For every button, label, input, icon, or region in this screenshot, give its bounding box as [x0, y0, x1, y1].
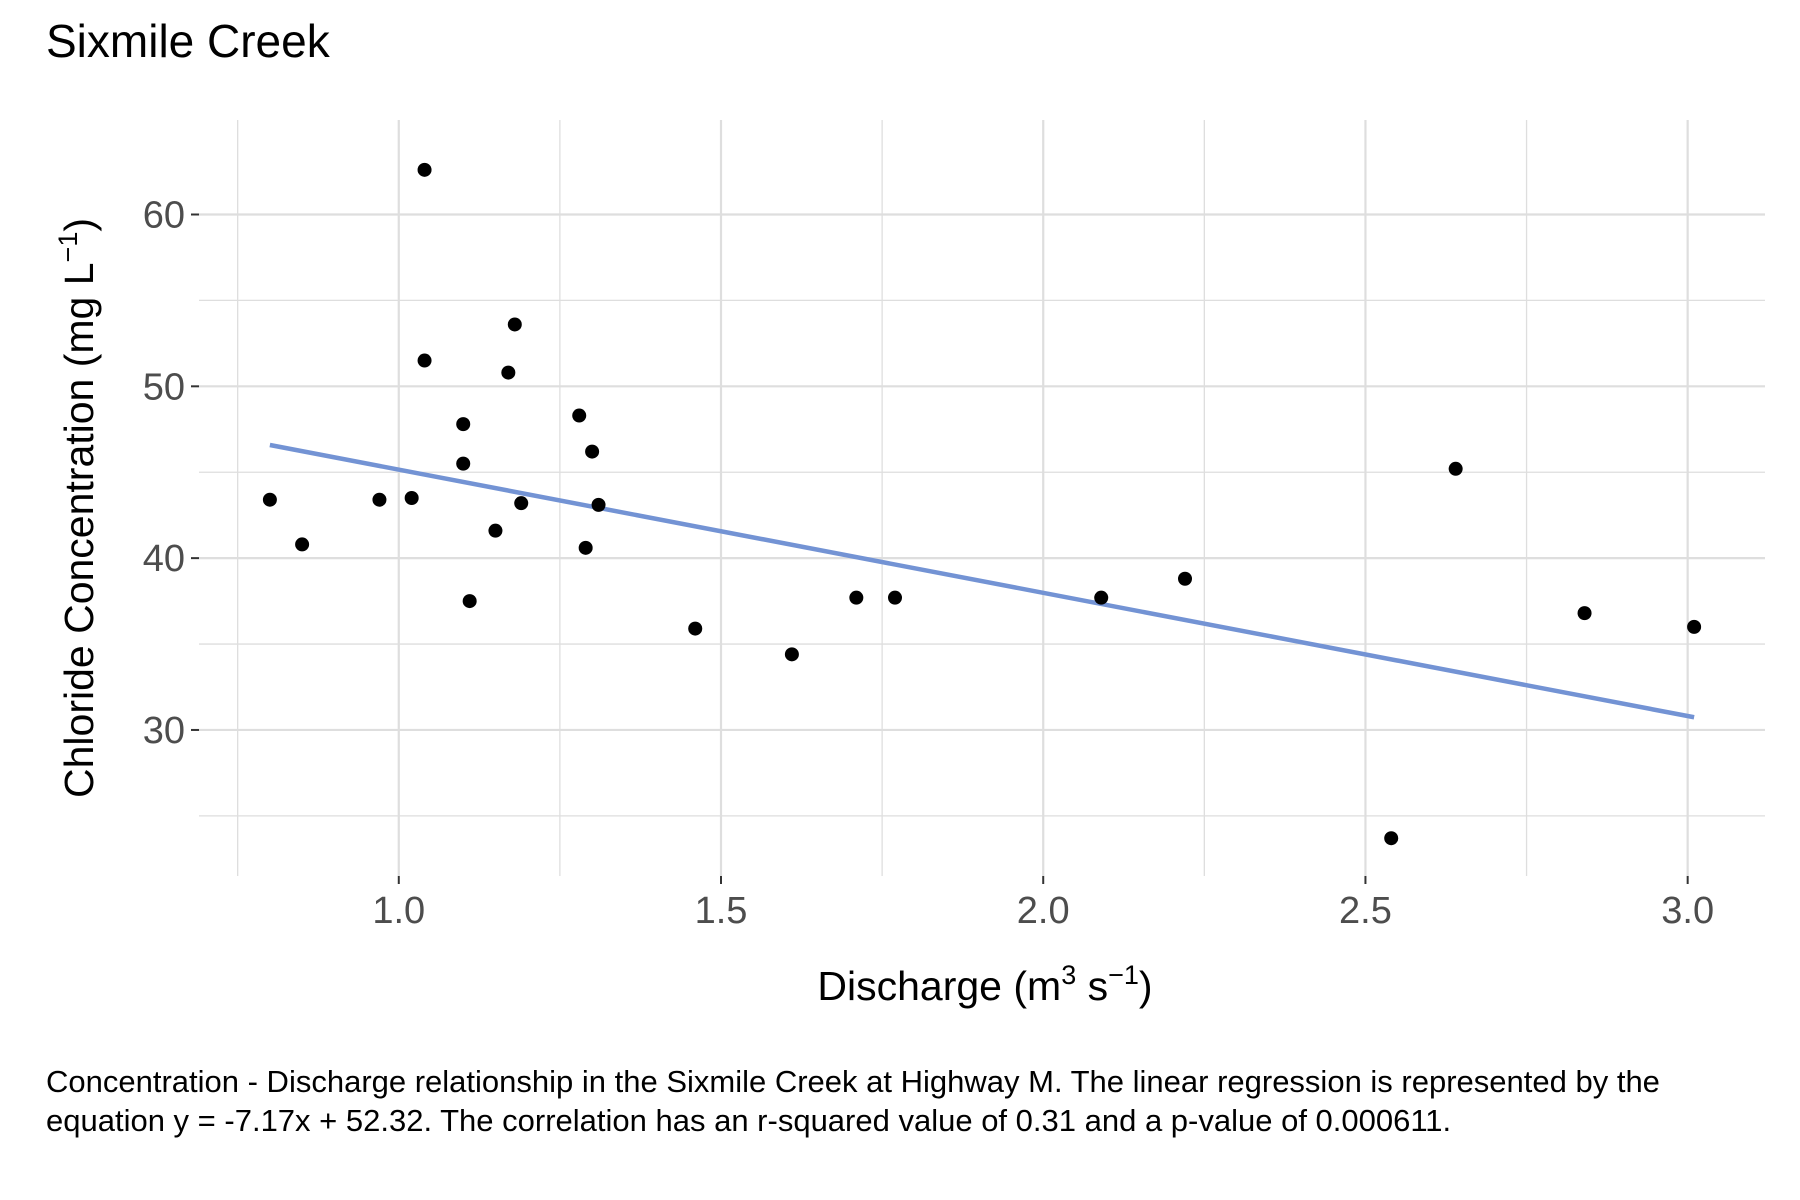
x-axis-title: Discharge (m3 s−1): [817, 960, 1152, 1009]
data-point: [784, 647, 799, 662]
data-point: [1384, 831, 1399, 846]
data-point: [572, 408, 587, 423]
data-point: [417, 162, 432, 177]
data-point: [295, 537, 310, 552]
y-axis-title: Chloride Concentration (mg L−1): [53, 218, 102, 798]
y-tick-label: 40: [143, 538, 185, 580]
data-point: [578, 540, 593, 555]
data-point: [591, 497, 606, 512]
data-point: [404, 491, 419, 505]
data-point: [456, 456, 471, 471]
points-layer: [262, 162, 1702, 846]
data-point: [514, 496, 529, 511]
x-tick-label: 2.0: [1017, 890, 1070, 932]
y-tick-label: 60: [143, 195, 185, 237]
data-point: [585, 444, 600, 459]
data-point: [888, 590, 902, 605]
grid-layer: [199, 120, 1765, 876]
data-point: [462, 594, 477, 609]
x-tick-label: 1.0: [372, 890, 425, 932]
data-point: [1448, 461, 1463, 476]
chart-title: Sixmile Creek: [46, 15, 330, 67]
x-tick-label: 3.0: [1661, 890, 1714, 932]
data-point: [1094, 590, 1109, 605]
regression-line: [269, 442, 1695, 720]
data-point: [262, 492, 277, 507]
data-point: [372, 492, 387, 507]
y-tick-label: 50: [143, 366, 185, 408]
data-point: [1687, 619, 1702, 634]
data-point: [849, 590, 864, 605]
data-point: [488, 523, 503, 538]
y-tick-label: 30: [143, 710, 185, 752]
data-point: [1577, 606, 1592, 621]
regression-layer: [269, 442, 1695, 720]
data-point: [507, 317, 522, 332]
x-tick-label: 1.5: [695, 890, 748, 932]
tick-layer: 1.0 1.5 2.0 2.5 3.0 30 40 50 60: [143, 195, 1714, 933]
data-point: [1178, 571, 1192, 586]
data-point: [417, 353, 432, 368]
data-point: [456, 417, 471, 432]
x-tick-label: 2.5: [1339, 890, 1392, 932]
data-point: [501, 365, 516, 380]
figure-caption: Concentration - Discharge relationship i…: [46, 1064, 1660, 1138]
data-point: [688, 621, 703, 636]
